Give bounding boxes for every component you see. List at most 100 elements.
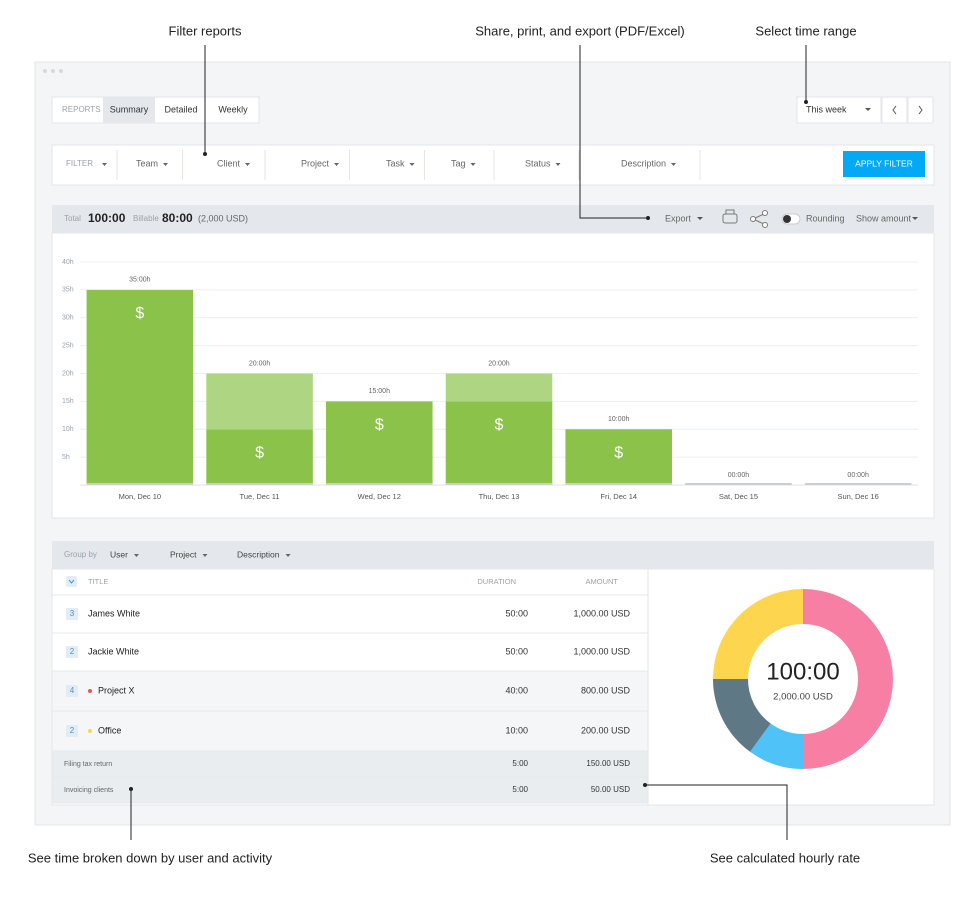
caret [334, 163, 340, 166]
table-row[interactable] [51, 776, 649, 804]
donut-segment [750, 723, 803, 770]
group-by-item[interactable]: User [110, 549, 128, 559]
expand-all[interactable] [66, 576, 77, 587]
tab-active[interactable] [103, 97, 155, 123]
tab[interactable]: Weekly [218, 104, 248, 114]
row-title: Invoicing clients [64, 787, 114, 794]
count-badge [66, 725, 78, 737]
row-title: Jackie White [88, 646, 139, 656]
caret [865, 108, 871, 111]
bar-segment [206, 429, 313, 485]
filter-item[interactable]: Client [217, 158, 241, 168]
bar-total-label: 15:00h [369, 388, 391, 395]
group-by-item[interactable]: Description [237, 549, 280, 559]
row-amount: 1,000.00 USD [573, 608, 630, 618]
caret [671, 163, 677, 166]
project-dot [88, 689, 92, 693]
billable-icon: $ [495, 417, 504, 434]
table-row[interactable] [51, 632, 649, 672]
toggle-knob [783, 215, 791, 223]
bar-segment [445, 373, 553, 402]
table-row[interactable] [51, 670, 649, 712]
table-row[interactable] [51, 710, 649, 752]
group-by-item[interactable]: Project [170, 549, 197, 559]
annotation: See time broken down by user and activit… [28, 850, 273, 865]
filter-item[interactable]: Tag [451, 158, 466, 168]
leader-dot [203, 152, 207, 156]
y-tick-label: 40h [62, 259, 74, 266]
column-header[interactable]: TITLE [88, 577, 108, 586]
count: 4 [70, 686, 75, 695]
group-by-bar [52, 541, 934, 569]
x-tick-label: Tue, Dec 11 [240, 492, 280, 501]
table-row[interactable] [51, 594, 649, 634]
y-tick-label: 30h [62, 315, 74, 322]
annotation: Select time range [755, 23, 856, 38]
window-dot [43, 69, 47, 73]
next-button[interactable] [907, 96, 934, 124]
export[interactable]: Export [665, 213, 692, 223]
donut-center: 100:00 [766, 658, 839, 685]
rounding: Rounding [806, 213, 845, 223]
leader-dot [129, 787, 133, 791]
share-node [762, 210, 768, 216]
caret [202, 554, 208, 557]
billable: 80:00 [162, 211, 193, 225]
leader-line [645, 784, 788, 840]
count: 3 [70, 609, 75, 618]
share-node [762, 222, 768, 228]
billable-label: Billable [133, 214, 159, 223]
time-range[interactable]: This week [806, 104, 847, 114]
group-by-label: Group by [64, 550, 97, 559]
bar-total-label: 00:00h [728, 472, 750, 479]
table-row[interactable] [51, 750, 649, 778]
leader-dot [646, 216, 650, 220]
column-header[interactable]: AMOUNT [586, 577, 619, 586]
count: 2 [70, 647, 75, 656]
window-dot [51, 69, 55, 73]
donut-chart [713, 589, 893, 770]
apply-label[interactable]: APPLY FILTER [855, 158, 913, 168]
donut-segment [803, 589, 893, 769]
row-title: Project X [98, 685, 135, 695]
total: 100:00 [88, 211, 126, 225]
show-amount[interactable]: Show amount [856, 213, 912, 223]
y-tick-label: 10h [62, 426, 74, 433]
row-duration: 50:00 [505, 646, 528, 656]
row-amount: 50.00 USD [591, 785, 630, 794]
bar-total-label: 35:00h [129, 277, 151, 284]
bar-total-label: 00:00h [847, 472, 869, 479]
row-amount: 800.00 USD [581, 685, 631, 695]
column-header[interactable]: DURATION [477, 577, 516, 586]
prev-button[interactable] [881, 96, 908, 124]
row-title: Filing tax return [64, 761, 112, 768]
filter-item[interactable]: Project [301, 158, 330, 168]
bar-total-label: 20:00h [488, 360, 510, 367]
filter-item[interactable]: Task [386, 158, 405, 168]
caret [245, 163, 251, 166]
filter-item[interactable]: Status [525, 158, 551, 168]
filters: FILTER Team Client Project Task Tag Status Desc… [66, 150, 701, 180]
annotation: Filter reports [169, 23, 242, 38]
row-title: Office [98, 725, 121, 735]
row-duration: 50:00 [505, 608, 528, 618]
count-badge [66, 646, 78, 658]
donut-segment [713, 679, 771, 752]
window-dot [59, 69, 63, 73]
row-amount: 1,000.00 USD [573, 646, 630, 656]
caret [697, 217, 703, 220]
bar-segment [86, 289, 194, 485]
bar-segment [565, 429, 672, 485]
tab[interactable]: Summary [110, 104, 149, 114]
caret [133, 554, 139, 557]
billable-amount: (2,000 USD) [198, 213, 248, 223]
apply-button[interactable] [843, 151, 925, 177]
filter-item[interactable]: Team [136, 158, 158, 168]
filter-item[interactable]: Description [621, 158, 666, 168]
caret [555, 163, 561, 166]
tab[interactable]: Detailed [164, 104, 197, 114]
row-duration: 5:00 [512, 785, 528, 794]
x-tick-label: Fri, Dec 14 [600, 492, 637, 501]
leader-dot [643, 783, 647, 787]
